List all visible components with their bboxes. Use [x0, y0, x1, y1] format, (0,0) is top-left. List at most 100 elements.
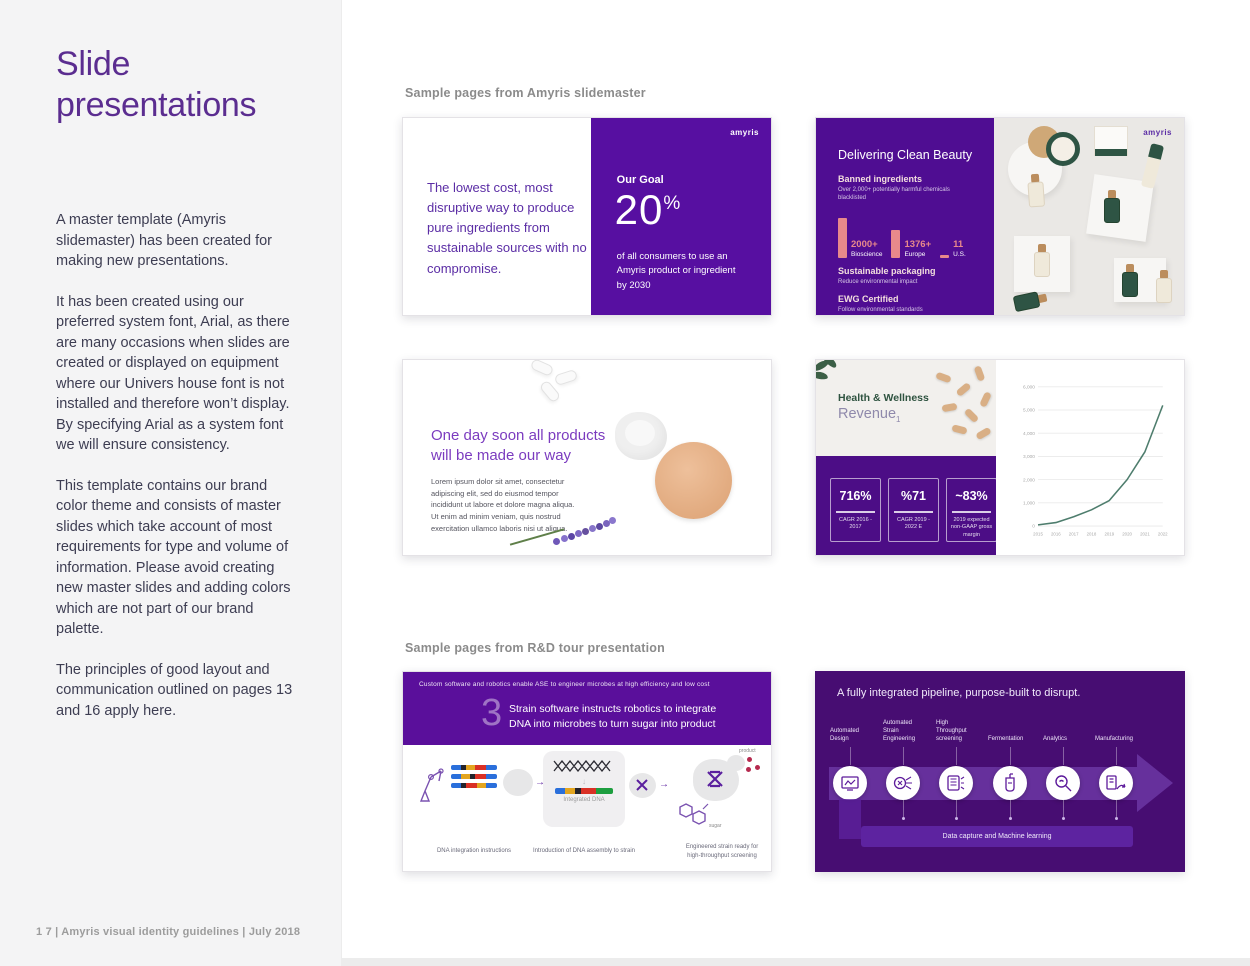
serum-bottle: [1027, 173, 1046, 208]
health-subtitle: Revenue1: [838, 406, 901, 424]
svg-text:2018: 2018: [1087, 531, 1097, 536]
sugar-label: sugar: [709, 823, 722, 829]
stat-value: %71: [900, 488, 927, 503]
screening-icon: [939, 766, 973, 800]
stat-label: CAGR 2019 - 2022 E: [896, 516, 930, 531]
slide-thumbnail-health: Health & Wellness Revenue1 716% CAGR 201…: [815, 359, 1185, 556]
product-dot: [755, 765, 760, 770]
strain-engineering-icon: [886, 766, 920, 800]
arrow-down-icon: ↓: [582, 777, 586, 786]
goal-purple-panel: amyris Our Goal 20% of all consumers to …: [590, 118, 771, 315]
banned-bar-chart: 2000+ Bioscience 1376+ Europe 11 U.S.: [838, 210, 975, 258]
bar-group: 1376+ Europe: [891, 230, 931, 258]
integrated-dna-strip: [555, 788, 613, 794]
ewg-sub: Follow environmental standards: [838, 307, 923, 313]
bar-value: 1376+: [904, 239, 932, 250]
rnd-top-caption: Custom software and robotics enable ASE …: [419, 681, 710, 688]
banner-connector: [839, 799, 861, 839]
stat-label: 2019 expected non-GAAP gross margin: [950, 516, 993, 538]
revenue-chart-panel: 0 1,000 2,000 3,000 4,000 5,000 6,000 2015 2016 2…: [996, 360, 1184, 555]
bar: [940, 255, 950, 258]
banned-ingredients-block: Banned ingredients Over 2,000+ potential…: [838, 174, 958, 203]
goal-stat-unit: %: [663, 193, 682, 214]
clean-beauty-title: Delivering Clean Beauty: [838, 148, 973, 162]
page-title: Slide presentations: [56, 45, 257, 125]
product-dot: [747, 757, 752, 762]
banned-heading: Banned ingredients: [838, 174, 923, 184]
pipeline-step-label: Fermentation: [988, 736, 1024, 742]
slide-thumbnail-clean-beauty: Delivering Clean Beauty Banned ingredien…: [815, 117, 1185, 316]
capsules-image: [529, 360, 555, 377]
dot: [1062, 817, 1065, 820]
svg-text:5,000: 5,000: [1023, 408, 1035, 414]
serum-bottle: [1156, 270, 1173, 304]
banned-sub: Over 2,000+ potentially harmful chemical…: [838, 187, 950, 202]
powder-circle-image: [655, 442, 732, 519]
svg-text:2020: 2020: [1123, 531, 1133, 536]
paragraph: The principles of good layout and commun…: [56, 661, 293, 719]
serum-bottle: [1012, 290, 1049, 313]
bar: [838, 218, 847, 258]
pipeline-step-label: Analytics: [1043, 736, 1068, 742]
robot-arm-icon: [419, 768, 444, 802]
cream-jar: [1046, 132, 1081, 166]
bar: [891, 230, 901, 258]
fermentation-icon: [993, 766, 1027, 800]
stat-box: ~83% 2019 expected non-GAAP gross margin: [946, 477, 997, 542]
health-stats-panel: 716% CAGR 2016 - 2017 %71 CAGR 2019 - 20…: [816, 455, 997, 555]
bar-group: 11 U.S.: [940, 239, 966, 258]
analytics-icon: [1046, 766, 1080, 800]
sustainable-heading: Sustainable packaging: [838, 266, 936, 276]
capsules-image: [979, 391, 992, 408]
intro-text: A master template (Amyris slidemaster) h…: [56, 210, 302, 741]
capsules-image: [553, 368, 579, 387]
product-dot: [746, 767, 751, 772]
pipeline-step-label: Manufacturing: [1095, 736, 1134, 742]
bar-text: 1376+ Europe: [904, 239, 931, 258]
step-tick: [1063, 747, 1064, 765]
goal-statement: The lowest cost, most disruptive way to …: [427, 180, 587, 276]
hexagon-sugar-icon: [679, 803, 709, 825]
sustainable-block: Sustainable packaging Reduce environment…: [838, 266, 968, 286]
amyris-logo: amyris: [1143, 128, 1172, 137]
dot: [902, 817, 905, 820]
bar-label: Bioscience: [851, 251, 883, 258]
slide-thumbnail-pipeline: A fully integrated pipeline, purpose-bui…: [815, 671, 1185, 872]
dot-connector: [1063, 800, 1064, 817]
health-title: Health & Wellness: [838, 392, 929, 404]
cosmetic-tube: [1141, 143, 1165, 189]
paragraph: It has been created using our preferred …: [56, 293, 290, 454]
next-page-edge: [342, 958, 1250, 966]
stat-divider: [893, 510, 934, 513]
svg-text:0: 0: [1033, 524, 1036, 530]
stat-label: CAGR 2016 - 2017: [838, 516, 872, 531]
slide-thumbnail-rnd-process: Custom software and robotics enable ASE …: [402, 671, 772, 872]
serum-bottle: [1104, 190, 1121, 224]
health-header-panel: Health & Wellness Revenue1: [816, 360, 997, 456]
dot: [955, 817, 958, 820]
svg-text:2015: 2015: [1033, 531, 1043, 536]
ewg-heading: EWG Certified: [838, 294, 899, 304]
leaf-icon: [816, 370, 829, 381]
stat-value: 716%: [839, 488, 872, 503]
clean-beauty-panel: Delivering Clean Beauty Banned ingredien…: [816, 118, 995, 315]
dot-connector: [1116, 800, 1117, 817]
paragraph: This template contains our brand color t…: [56, 477, 291, 638]
capsules-image: [941, 402, 958, 413]
dna-strip: [451, 765, 497, 770]
pipeline-arrow-band: [829, 767, 1139, 800]
diagram-caption: Introduction of DNA assembly to strain: [532, 848, 636, 854]
svg-text:2019: 2019: [1105, 531, 1115, 536]
serum-bottle: [1122, 264, 1139, 298]
step-tick: [1010, 747, 1011, 765]
svg-text:2016: 2016: [1051, 531, 1061, 536]
svg-text:3,000: 3,000: [1023, 454, 1035, 460]
pipeline-arrowhead: [1137, 754, 1173, 812]
product-box: [1094, 126, 1129, 156]
goal-stat: 20%: [615, 186, 682, 234]
pipeline-step-label: High Throughput screening: [936, 720, 967, 743]
dna-cross-icon: [636, 779, 648, 791]
rnd-step-text: Strain software instructs robotics to in…: [509, 703, 717, 730]
capsules-image: [973, 365, 986, 382]
stat-box: 716% CAGR 2016 - 2017: [830, 477, 881, 542]
